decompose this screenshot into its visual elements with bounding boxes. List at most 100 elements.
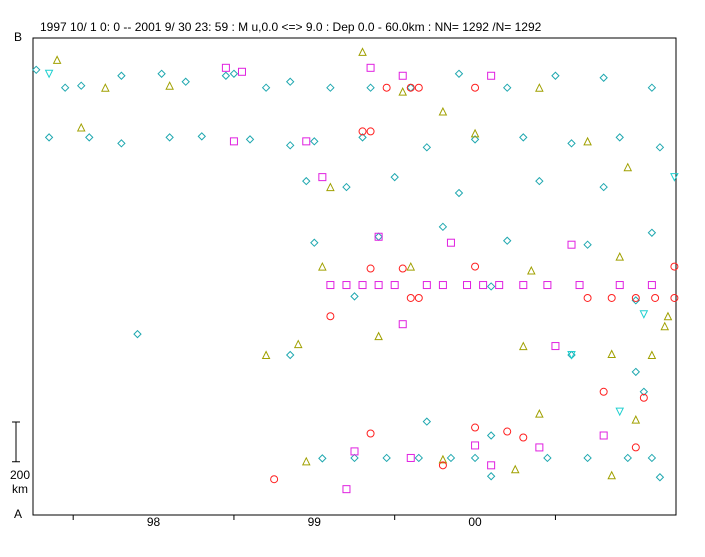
data-point <box>510 464 520 474</box>
data-point <box>350 292 359 301</box>
data-point <box>342 182 351 192</box>
data-point <box>398 71 407 80</box>
data-point <box>463 281 472 290</box>
data-point <box>470 135 480 144</box>
data-point <box>519 433 528 442</box>
data-point <box>350 447 359 456</box>
data-point <box>535 83 544 92</box>
data-point <box>77 81 86 90</box>
data-point <box>567 240 576 249</box>
data-point <box>615 133 624 142</box>
data-point <box>647 453 657 463</box>
data-point <box>406 453 415 462</box>
data-point <box>599 182 608 192</box>
data-point <box>221 71 231 80</box>
data-point <box>446 238 455 247</box>
data-point <box>406 293 415 302</box>
data-point <box>406 83 415 92</box>
data-point <box>302 137 311 146</box>
data-point <box>374 281 383 290</box>
data-point <box>101 83 110 92</box>
data-point <box>350 453 359 463</box>
data-point <box>639 393 648 402</box>
data-point <box>285 77 295 86</box>
data-point <box>503 83 512 92</box>
data-point <box>551 71 560 80</box>
data-point <box>599 431 608 440</box>
data-point <box>631 293 640 302</box>
data-point <box>398 320 407 329</box>
data-point <box>486 282 496 291</box>
data-point <box>197 132 206 141</box>
data-point <box>471 441 480 450</box>
data-point <box>543 453 552 463</box>
data-point <box>575 281 584 290</box>
data-point <box>535 409 544 418</box>
data-point <box>438 454 448 464</box>
data-point <box>60 83 70 92</box>
data-point <box>631 367 641 377</box>
data-point <box>663 311 673 321</box>
plot-frame <box>32 37 677 516</box>
data-point <box>438 222 448 232</box>
data-point <box>342 485 351 494</box>
data-point <box>133 329 142 339</box>
data-point <box>326 312 335 321</box>
data-point <box>631 296 641 305</box>
data-point <box>519 281 528 290</box>
data-point <box>358 133 367 142</box>
data-point <box>479 281 488 290</box>
data-point <box>165 81 174 90</box>
data-point <box>382 453 391 463</box>
data-point <box>607 349 617 359</box>
data-point <box>414 83 423 92</box>
data-point <box>326 281 335 290</box>
data-point <box>366 63 375 72</box>
data-point <box>76 122 86 132</box>
data-point <box>245 135 255 144</box>
data-point <box>470 453 480 463</box>
data-point <box>342 281 351 290</box>
data-point <box>261 350 271 360</box>
data-point <box>599 73 608 82</box>
data-point <box>438 106 448 116</box>
data-point <box>374 331 383 341</box>
data-point <box>406 261 416 271</box>
data-point <box>518 341 528 351</box>
chart-title: 1997 10/ 1 0: 0 -- 2001 9/ 30 23: 59 : M… <box>40 20 542 34</box>
data-point <box>422 417 432 426</box>
data-point <box>293 339 303 349</box>
data-point <box>318 261 327 271</box>
data-point <box>85 133 94 142</box>
data-point <box>310 238 319 247</box>
data-point <box>471 262 480 271</box>
data-point <box>647 228 657 237</box>
data-point <box>32 65 41 75</box>
data-point <box>567 139 576 148</box>
y-tick-label: A <box>14 507 22 521</box>
data-point <box>487 461 496 470</box>
data-point <box>414 293 423 302</box>
data-point <box>44 69 54 79</box>
scale-bar-value: 200 <box>10 468 30 482</box>
data-point <box>583 240 592 249</box>
data-point <box>660 321 670 331</box>
y-tick-label: B <box>14 30 22 44</box>
data-point <box>318 454 327 463</box>
data-point <box>52 55 62 64</box>
data-point <box>398 87 408 96</box>
data-point <box>519 133 528 142</box>
data-point <box>454 69 464 78</box>
data-point <box>647 83 657 92</box>
data-point <box>326 83 335 92</box>
data-point <box>382 83 391 92</box>
data-point <box>270 475 279 484</box>
data-point <box>366 429 375 438</box>
data-point <box>670 293 679 302</box>
data-point <box>229 69 239 78</box>
data-point <box>470 128 480 138</box>
data-point <box>486 472 496 481</box>
data-point <box>285 350 295 360</box>
data-point <box>583 136 592 146</box>
